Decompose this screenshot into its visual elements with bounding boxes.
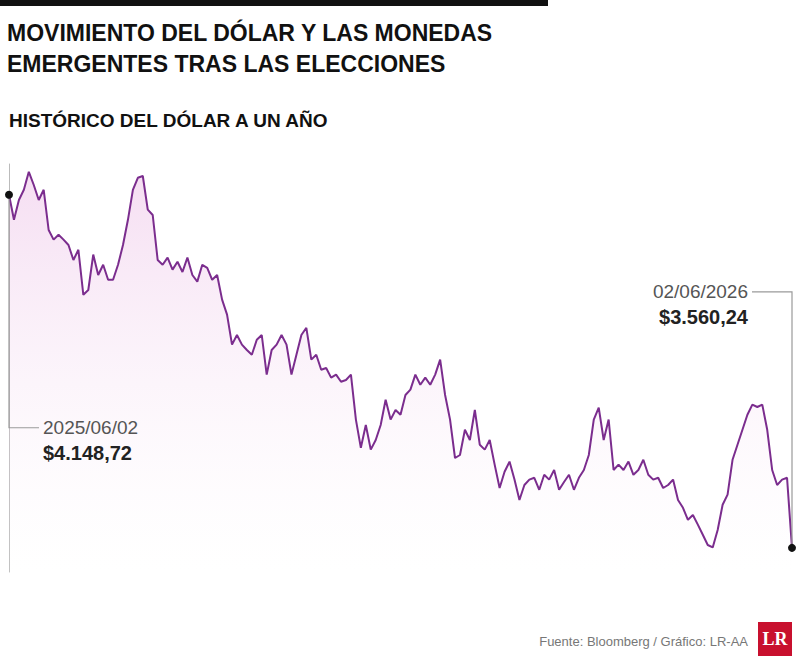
svg-text:LR: LR [762,629,788,649]
svg-text:MOVIMIENTO DEL DÓLAR Y LAS MON: MOVIMIENTO DEL DÓLAR Y LAS MONEDAS [7,19,499,46]
svg-text:Fuente: Bloomberg / Gráfico: L: Fuente: Bloomberg / Gráfico: LR-AA [539,634,748,649]
svg-text:$3.560,24: $3.560,24 [659,306,749,328]
svg-text:EMERGENTES TRAS LAS ELECCIONES: EMERGENTES TRAS LAS ELECCIONES [7,51,445,77]
svg-text:2025/06/02: 2025/06/02 [43,417,138,438]
svg-text:02/06/2026: 02/06/2026 [653,281,748,302]
svg-text:HISTÓRICO DEL DÓLAR A UN AÑO: HISTÓRICO DEL DÓLAR A UN AÑO [9,110,327,131]
svg-text:$4.148,72: $4.148,72 [43,442,132,464]
